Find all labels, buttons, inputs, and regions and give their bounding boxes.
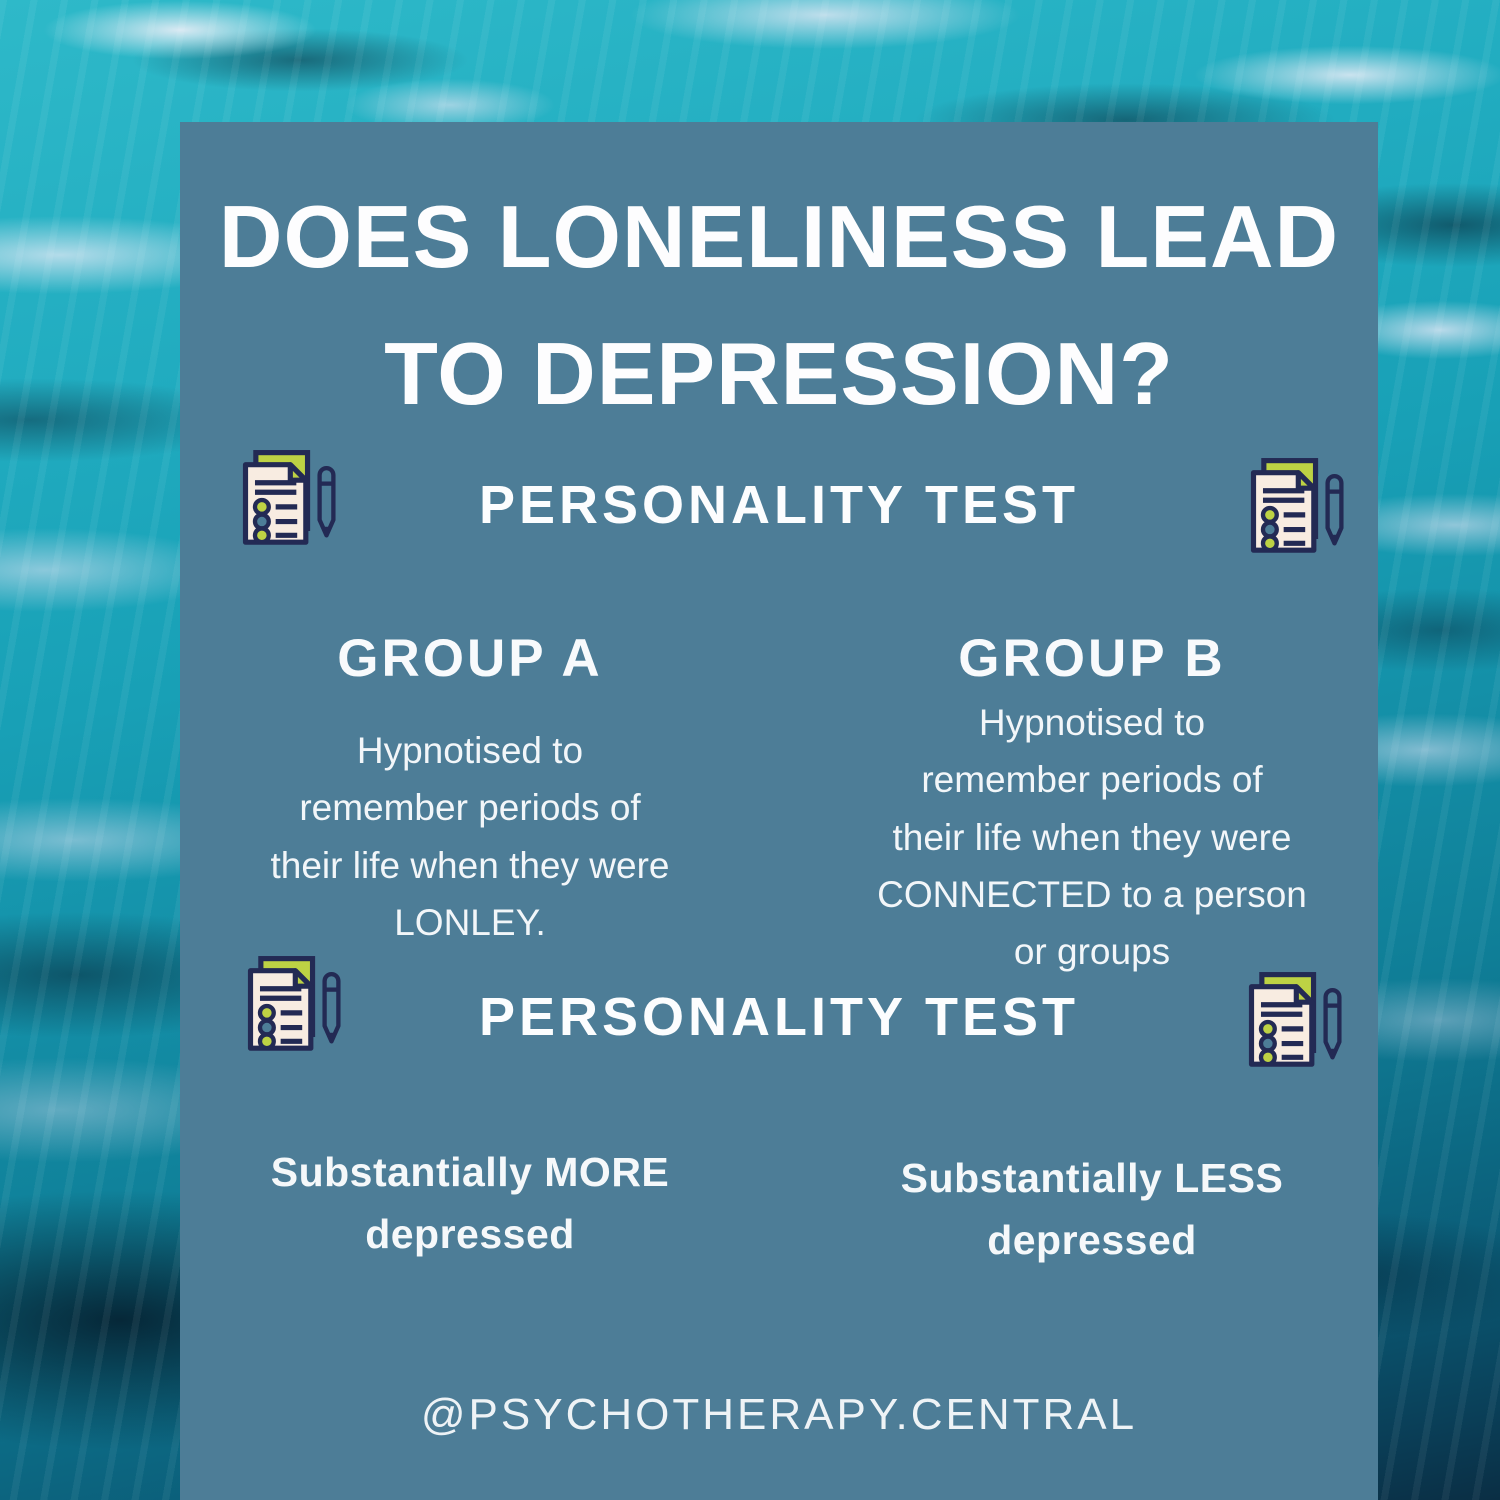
group-a-description: Hypnotised to remember periods of their … xyxy=(270,730,670,944)
instagram-handle: @PSYCHOTHERAPY.CENTRAL xyxy=(420,1390,1138,1439)
checklist-pencil-icon xyxy=(1236,966,1348,1078)
group-b-result: Substantially LESS depressed xyxy=(900,1155,1284,1263)
personality-test-bottom-label: PERSONALITY TEST xyxy=(478,987,1080,1047)
content-panel: DOES LONELINESS LEAD TO DEPRESSION? PERS… xyxy=(180,122,1378,1500)
page-title-line2: TO DEPRESSION? xyxy=(384,324,1174,424)
page-title-line1: DOES LONELINESS LEAD xyxy=(218,187,1340,286)
checklist-pencil-icon xyxy=(1238,452,1350,564)
group-a-result: Substantially MORE depressed xyxy=(270,1149,670,1257)
group-a-heading: GROUP A xyxy=(337,629,603,688)
personality-test-top-label: PERSONALITY TEST xyxy=(478,475,1080,535)
group-b-description: Hypnotised to remember periods of their … xyxy=(877,702,1307,973)
group-b-heading: GROUP B xyxy=(958,629,1226,688)
page-title: DOES LONELINESS LEAD TO DEPRESSION? xyxy=(180,168,1378,443)
